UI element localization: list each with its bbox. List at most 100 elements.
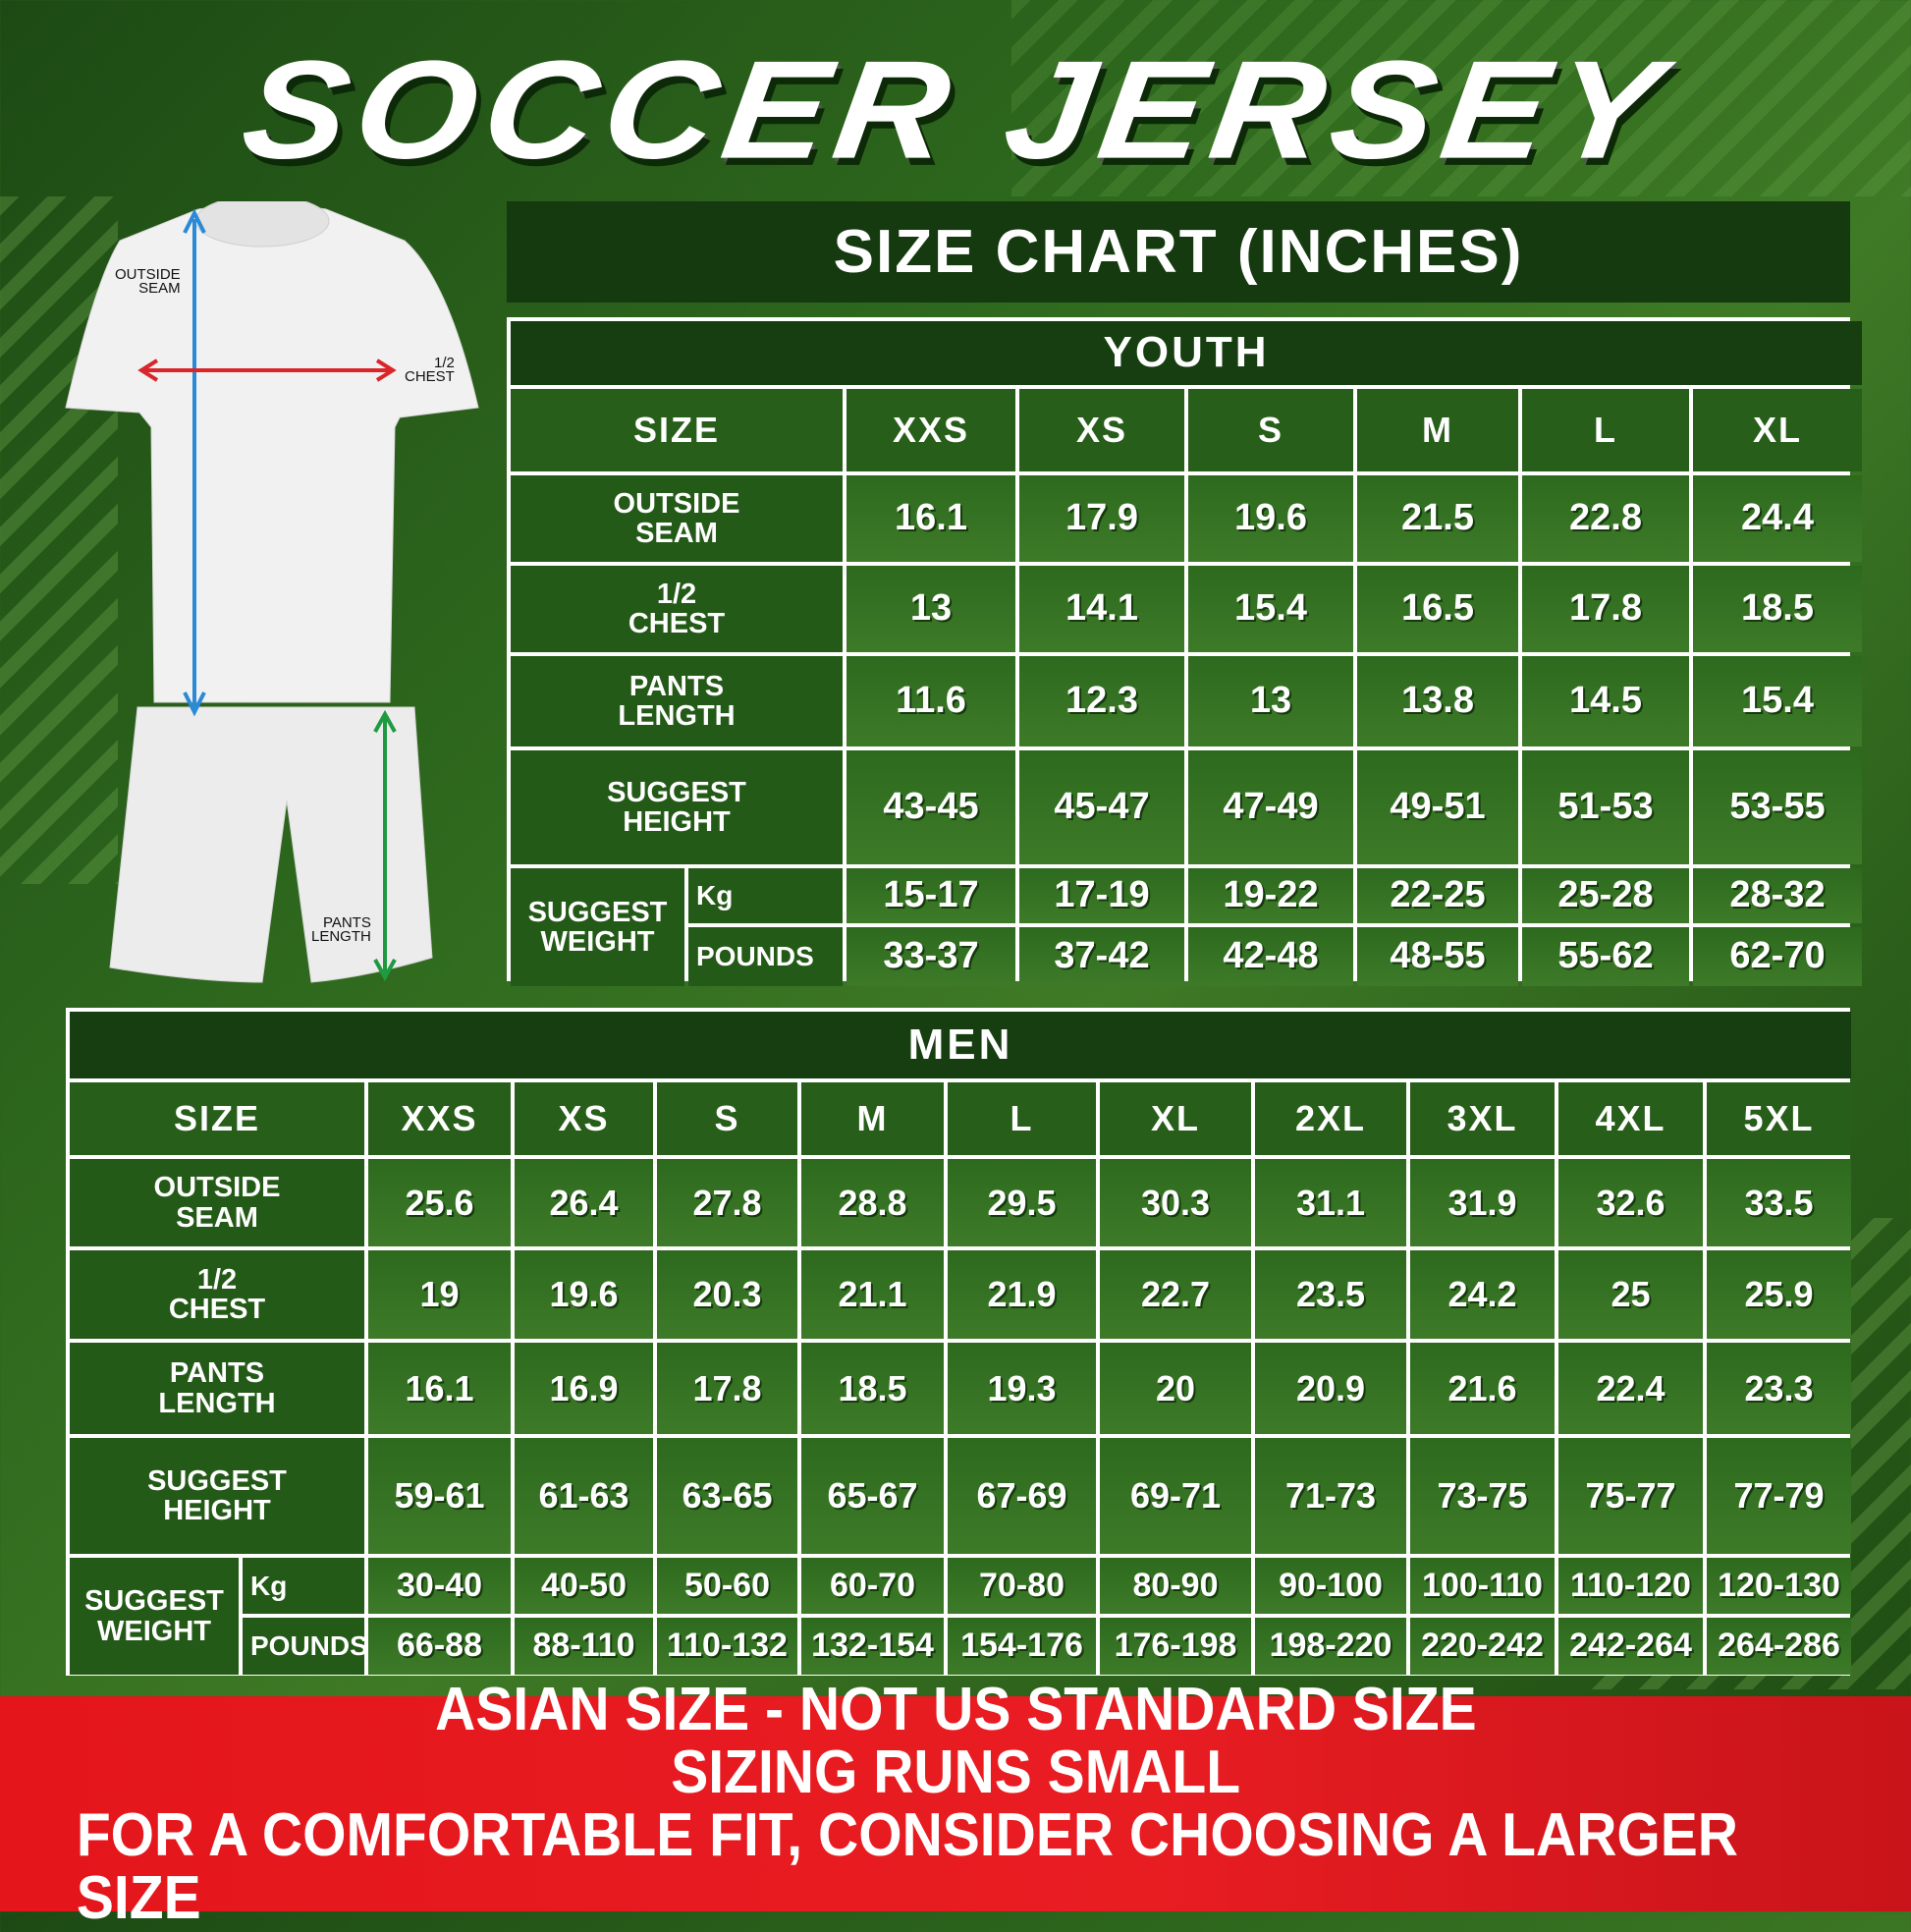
pounds-cell: 88-110	[515, 1618, 653, 1675]
table-cell: 47-49	[1188, 750, 1353, 864]
banner-line-1: ASIAN SIZE - NOT US STANDARD SIZE	[434, 1675, 1477, 1743]
kg-cell: 90-100	[1255, 1558, 1406, 1614]
table-cell: 18.5	[1693, 566, 1862, 652]
kg-label: Kg	[688, 868, 843, 923]
table-cell: 16.9	[515, 1343, 653, 1434]
jersey-illustration	[65, 194, 479, 983]
banner-line-2: SIZING RUNS SMALL	[671, 1738, 1240, 1806]
table-cell: 25.6	[368, 1159, 511, 1246]
table-cell: 18.5	[801, 1343, 944, 1434]
jersey-figure: OUTSIDE SEAM 1/2 CHEST PANTS LENGTH	[61, 194, 483, 992]
row-label: 1/2 CHEST	[511, 566, 843, 652]
table-title: YOUTH	[511, 321, 1862, 385]
table-cell: 20	[1100, 1343, 1251, 1434]
size-column-header: 5XL	[1707, 1082, 1851, 1155]
kg-cell: 25-28	[1522, 868, 1689, 923]
size-column-header: XL	[1100, 1082, 1251, 1155]
pounds-cell: 154-176	[948, 1618, 1096, 1675]
background-stripes	[1011, 0, 1911, 196]
table-cell: 67-69	[948, 1438, 1096, 1554]
kg-cell: 70-80	[948, 1558, 1096, 1614]
size-column-header: M	[1357, 389, 1518, 471]
table-cell: 20.3	[657, 1250, 797, 1339]
outside-seam-arrow	[183, 208, 206, 717]
table-cell: 14.1	[1019, 566, 1184, 652]
table-cell: 61-63	[515, 1438, 653, 1554]
kg-label: Kg	[243, 1558, 364, 1614]
table-cell: 17.8	[1522, 566, 1689, 652]
size-column-header: L	[1522, 389, 1689, 471]
table-title: MEN	[70, 1012, 1851, 1078]
kg-cell: 120-130	[1707, 1558, 1851, 1614]
table-cell: 22.4	[1558, 1343, 1703, 1434]
table-cell: 49-51	[1357, 750, 1518, 864]
table-cell: 22.7	[1100, 1250, 1251, 1339]
size-column-header: S	[1188, 389, 1353, 471]
table-cell: 12.3	[1019, 656, 1184, 746]
kg-cell: 100-110	[1410, 1558, 1555, 1614]
row-label: PANTS LENGTH	[70, 1343, 364, 1434]
table-cell: 14.5	[1522, 656, 1689, 746]
pounds-cell: 132-154	[801, 1618, 944, 1675]
table-cell: 21.5	[1357, 475, 1518, 562]
row-label: PANTS LENGTH	[511, 656, 843, 746]
table-cell: 53-55	[1693, 750, 1862, 864]
pounds-cell: 42-48	[1188, 927, 1353, 986]
table-cell: 16.1	[846, 475, 1015, 562]
table-cell: 25	[1558, 1250, 1703, 1339]
kg-cell: 80-90	[1100, 1558, 1251, 1614]
table-cell: 77-79	[1707, 1438, 1851, 1554]
page-title: SOCCER JERSEY	[234, 31, 1677, 189]
pounds-label: POUNDS	[243, 1618, 368, 1675]
pounds-cell: 220-242	[1410, 1618, 1555, 1675]
table-cell: 26.4	[515, 1159, 653, 1246]
table-cell: 31.9	[1410, 1159, 1555, 1246]
size-column-header: 2XL	[1255, 1082, 1406, 1155]
size-column-header: M	[801, 1082, 944, 1155]
table-cell: 15.4	[1188, 566, 1353, 652]
table-cell: 21.6	[1410, 1343, 1555, 1434]
row-label: OUTSIDE SEAM	[70, 1159, 364, 1246]
table-cell: 19	[368, 1250, 511, 1339]
size-column-header: XXS	[846, 389, 1015, 471]
youth-size-table: YOUTH SIZE XXS XS S M L XL OUTSIDE SEAM 16.1 17.9 1…	[507, 317, 1862, 986]
shorts	[109, 706, 433, 983]
table-cell: 21.9	[948, 1250, 1096, 1339]
kg-cell: 30-40	[368, 1558, 511, 1614]
banner-line-3: FOR A COMFORTABLE FIT, CONSIDER CHOOSING…	[76, 1800, 1738, 1932]
size-column-header: 4XL	[1558, 1082, 1703, 1155]
weight-label: SUGGEST WEIGHT	[511, 868, 684, 986]
table-cell: 13	[846, 566, 1015, 652]
kg-cell: 50-60	[657, 1558, 797, 1614]
table-cell: 23.3	[1707, 1343, 1851, 1434]
men-size-table: MEN SIZE XXS XS S M L XL 2XL 3XL 4XL 5XL OUTSIDE SEA…	[66, 1008, 1851, 1676]
kg-cell: 40-50	[515, 1558, 653, 1614]
row-label: 1/2 CHEST	[70, 1250, 364, 1339]
size-header: SIZE	[70, 1082, 364, 1155]
pounds-label: POUNDS	[688, 927, 843, 986]
outside-seam-label: OUTSIDE SEAM	[115, 266, 181, 297]
table-cell: 24.2	[1410, 1250, 1555, 1339]
pounds-cell: 55-62	[1522, 927, 1689, 986]
row-label: SUGGEST HEIGHT	[511, 750, 843, 864]
kg-cell: 22-25	[1357, 868, 1518, 923]
kg-cell: 19-22	[1188, 868, 1353, 923]
size-column-header: L	[948, 1082, 1096, 1155]
size-column-header: 3XL	[1410, 1082, 1555, 1155]
size-header: SIZE	[511, 389, 843, 471]
half-chest-label: 1/2 CHEST	[405, 355, 455, 385]
pants-length-label: PANTS LENGTH	[311, 914, 371, 945]
table-cell: 45-47	[1019, 750, 1184, 864]
size-column-header: XS	[1019, 389, 1184, 471]
table-cell: 19.3	[948, 1343, 1096, 1434]
pounds-cell: 66-88	[368, 1618, 511, 1675]
table-cell: 29.5	[948, 1159, 1096, 1246]
kg-cell: 17-19	[1019, 868, 1184, 923]
table-cell: 51-53	[1522, 750, 1689, 864]
table-cell: 21.1	[801, 1250, 944, 1339]
table-cell: 13.8	[1357, 656, 1518, 746]
table-cell: 25.9	[1707, 1250, 1851, 1339]
pounds-cell: 33-37	[846, 927, 1015, 986]
table-cell: 69-71	[1100, 1438, 1251, 1554]
table-cell: 33.5	[1707, 1159, 1851, 1246]
